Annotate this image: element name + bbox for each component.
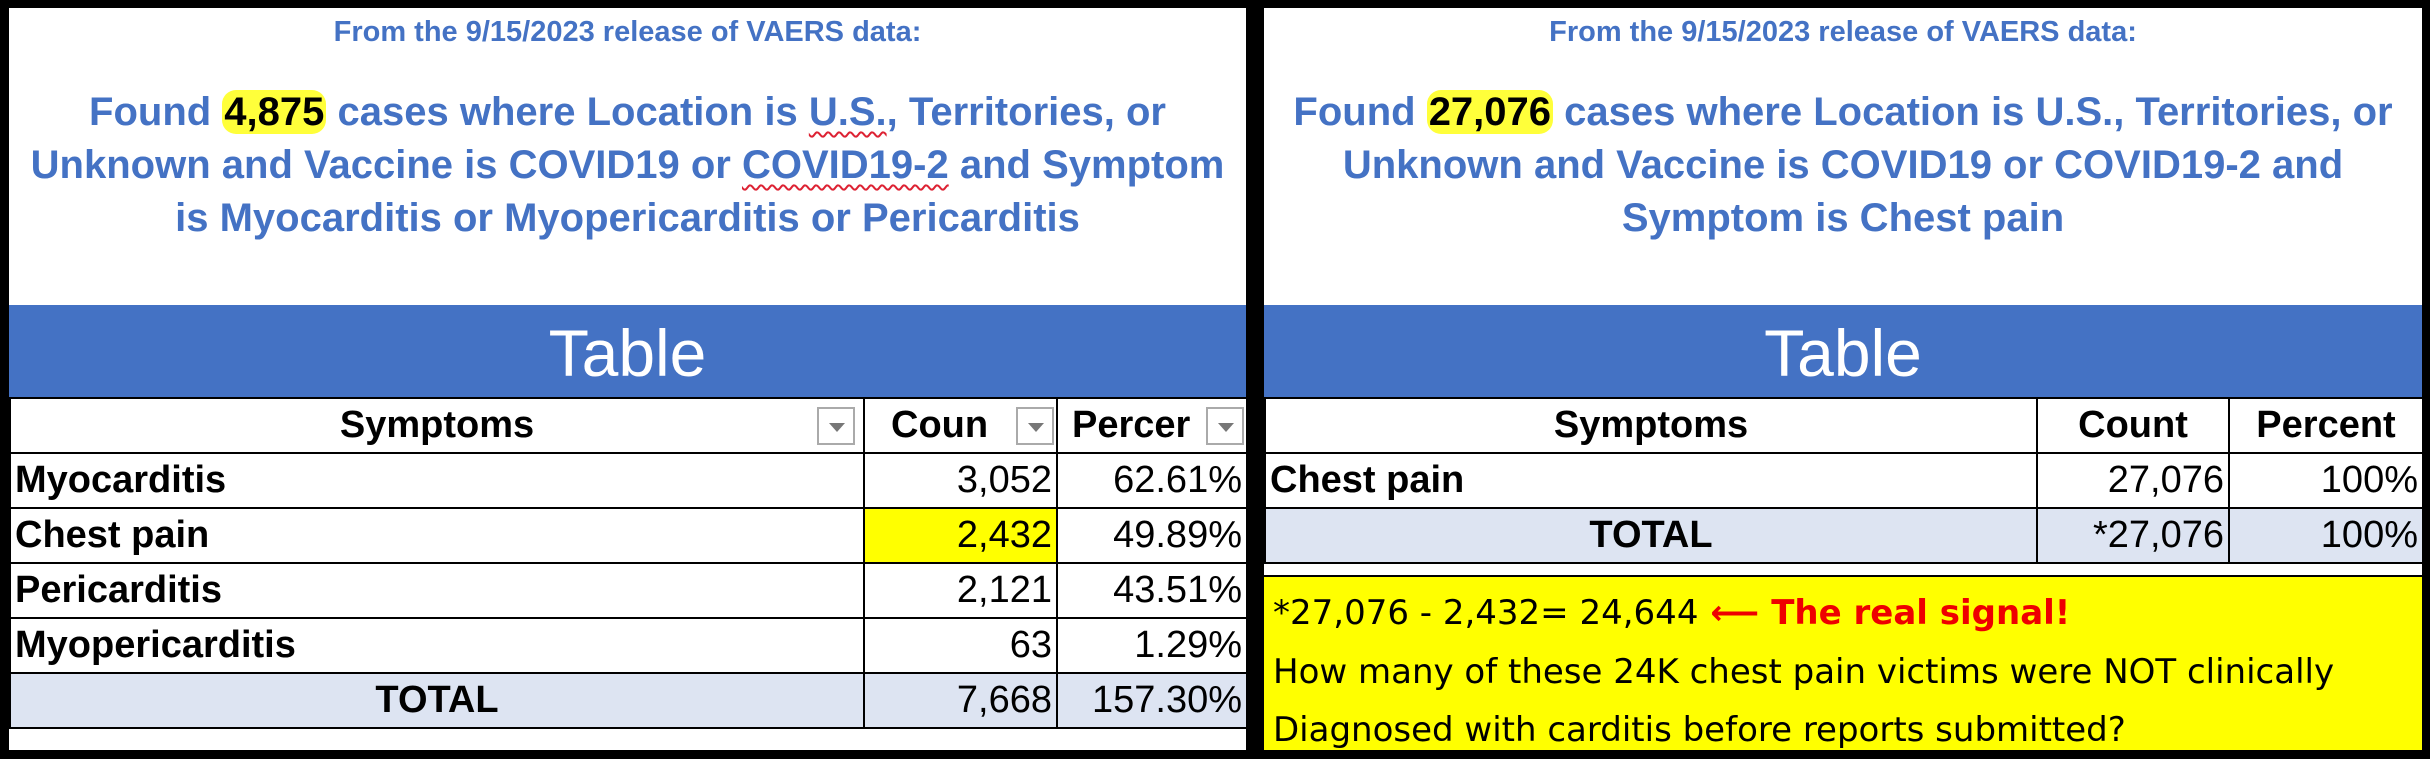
symptom-cell: Myopericarditis (9, 617, 865, 674)
table-title: Table (1264, 305, 2422, 397)
total-percent: 157.30% (1056, 672, 1246, 729)
left-arrow-icon: ⟵ (1710, 593, 1760, 633)
total-label: TOTAL (9, 672, 865, 729)
percent-cell: 49.89% (1056, 507, 1246, 564)
table-title: Table (9, 305, 1246, 397)
header-label: Coun (891, 404, 989, 446)
total-count: *27,076 (2036, 507, 2230, 564)
table-row: Chest pain 2,432 49.89% (9, 507, 1246, 564)
count-cell: 27,076 (2036, 452, 2230, 509)
found-prefix: Found (89, 90, 223, 134)
found-covid2-text: COVID19-2 (741, 143, 949, 187)
left-panel: From the 9/15/2023 release of VAERS data… (9, 8, 1246, 750)
filter-dropdown-button[interactable] (1206, 407, 1244, 445)
note-question-line: Diagnosed with carditis before reports s… (1273, 710, 2126, 750)
right-panel: From the 9/15/2023 release of VAERS data… (1264, 8, 2422, 750)
release-note: From the 9/15/2023 release of VAERS data… (1549, 16, 2137, 48)
found-summary: Found 27,076 cases where Location is U.S… (1264, 86, 2422, 245)
chest-pain-table: Symptoms Count Percent Chest pain 27,076… (1264, 397, 2422, 564)
note-question-line: How many of these 24K chest pain victims… (1273, 652, 2335, 692)
table-header-row: Symptoms Count Percent (1264, 397, 2422, 454)
filter-dropdown-button[interactable] (817, 407, 855, 445)
symptoms-table: Symptoms Coun Percer Myocarditis 3,052 6… (9, 397, 1246, 729)
percent-cell: 43.51% (1056, 562, 1246, 619)
table-header-row: Symptoms Coun Percer (9, 397, 1246, 454)
header-percent: Percent (2228, 397, 2422, 454)
table-row: Pericarditis 2,121 43.51% (9, 562, 1246, 619)
total-label: TOTAL (1264, 507, 2038, 564)
table-row: Myocarditis 3,052 62.61% (9, 452, 1246, 509)
percent-cell: 62.61% (1056, 452, 1246, 509)
count-cell: 63 (863, 617, 1058, 674)
symptom-cell: Chest pain (9, 507, 865, 564)
found-count: 4,875 (222, 90, 327, 134)
found-summary: Found 4,875 cases where Location is U.S.… (9, 86, 1246, 245)
header-count: Count (2036, 397, 2230, 454)
header-count: Coun (863, 397, 1058, 454)
header-symptoms: Symptoms (1264, 397, 2038, 454)
release-note: From the 9/15/2023 release of VAERS data… (333, 16, 922, 48)
found-text: cases where Location is U.S., Territorie… (1342, 90, 2393, 240)
total-count: 7,668 (863, 672, 1058, 729)
found-text: , Territories, or Unknown and Vaccine is… (30, 90, 1166, 187)
found-us-text: U.S. (808, 90, 887, 134)
note-signal: The real signal! (1771, 593, 2071, 633)
found-count: 27,076 (1426, 90, 1554, 134)
total-percent: 100% (2228, 507, 2422, 564)
percent-cell: 100% (2228, 452, 2422, 509)
note-formula-line: *27,076 - 2,432= 24,644 ⟵ The real signal! (1273, 593, 2070, 633)
total-row: TOTAL *27,076 100% (1264, 507, 2422, 564)
found-prefix: Found (1293, 90, 1427, 134)
total-row: TOTAL 7,668 157.30% (9, 672, 1246, 729)
found-text: cases where Location is (326, 90, 809, 134)
count-cell-highlighted: 2,432 (863, 507, 1058, 564)
header-percent: Percer (1056, 397, 1246, 454)
filter-dropdown-button[interactable] (1016, 407, 1054, 445)
header-symptoms: Symptoms (9, 397, 865, 454)
header-label: Symptoms (339, 404, 535, 446)
found-text: and Symptom is Myocarditis or Myopericar… (175, 143, 1225, 240)
percent-cell: 1.29% (1056, 617, 1246, 674)
signal-note-box: *27,076 - 2,432= 24,644 ⟵ The real signal!… (1264, 575, 2422, 750)
symptom-cell: Chest pain (1264, 452, 2038, 509)
note-formula: *27,076 - 2,432= 24,644 (1273, 593, 1699, 633)
symptom-cell: Pericarditis (9, 562, 865, 619)
header-label: Percer (1072, 404, 1191, 446)
table-row: Myopericarditis 63 1.29% (9, 617, 1246, 674)
table-row: Chest pain 27,076 100% (1264, 452, 2422, 509)
count-cell: 3,052 (863, 452, 1058, 509)
count-cell: 2,121 (863, 562, 1058, 619)
symptom-cell: Myocarditis (9, 452, 865, 509)
